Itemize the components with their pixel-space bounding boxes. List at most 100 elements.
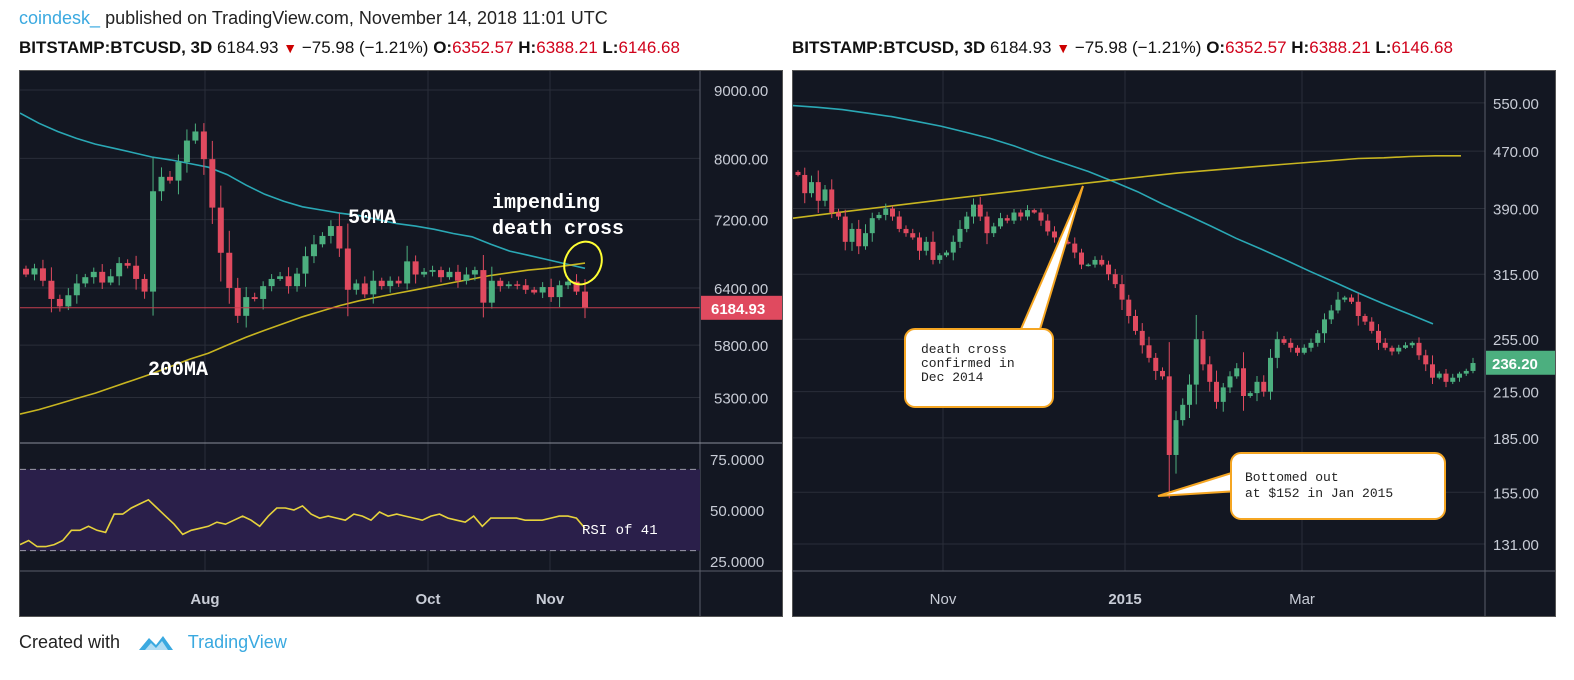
callout-death-cross [904, 328, 1054, 408]
candle-body [548, 287, 555, 298]
candle-body [1045, 220, 1051, 232]
candle-body [1450, 377, 1456, 382]
candle-body [1295, 347, 1300, 353]
candle-body [1031, 210, 1037, 213]
candle-body [1362, 315, 1368, 322]
candle-body [1025, 210, 1030, 217]
candle-body [1139, 330, 1145, 346]
candle-body [1376, 330, 1381, 343]
candle-body [1153, 357, 1159, 371]
candle-body [573, 281, 580, 292]
y-tick-label: 315.00 [1493, 267, 1539, 284]
tradingview-logo-icon [139, 636, 174, 651]
callout-death-cross-text: confirmed in [921, 356, 1015, 371]
candle-body [65, 295, 72, 307]
candle-body [1065, 241, 1071, 244]
candle-body [1335, 299, 1341, 311]
candle-body [1200, 339, 1206, 365]
candle-body [421, 271, 428, 275]
candle-body [802, 174, 808, 194]
candle-body [243, 297, 250, 316]
candle-body [1247, 393, 1253, 396]
candle-body [1180, 404, 1186, 421]
y-tick-label: 255.00 [1493, 332, 1539, 349]
candle-body [815, 182, 821, 201]
candle-body [1079, 252, 1084, 265]
candle-body [829, 189, 835, 213]
last-price-tag [1486, 350, 1555, 375]
candle-body [1112, 274, 1118, 285]
high-value: 6388.21 [1309, 38, 1371, 57]
candle-body [327, 226, 334, 236]
footer: Created with TradingView [19, 632, 287, 654]
ma50-line [793, 104, 1434, 325]
last-price-tag-label: 6184.93 [711, 301, 765, 318]
candle-body [1126, 299, 1132, 316]
y-tick-label: 470.00 [1493, 144, 1539, 161]
candle-body [822, 189, 828, 201]
last-price: 6184.93 [990, 38, 1052, 57]
open-value: 6352.57 [452, 38, 514, 57]
candle-body [497, 280, 504, 287]
callout-bottom-text: Bottomed out [1245, 470, 1339, 485]
down-arrow-icon: ▼ [283, 40, 298, 56]
candle-body [99, 271, 106, 283]
author-link[interactable]: coindesk_ [19, 8, 101, 28]
last-price: 6184.93 [217, 38, 279, 57]
candle-body [175, 162, 182, 181]
candle-body [23, 268, 29, 275]
tradingview-link[interactable]: TradingView [187, 632, 287, 652]
created-with-label: Created with [19, 632, 121, 652]
candle-body [463, 274, 470, 281]
candle-body [73, 283, 80, 296]
candle-body [1261, 381, 1267, 392]
candle-body [910, 233, 916, 238]
high-value: 6388.21 [536, 38, 598, 57]
rsi-label: RSI of 41 [582, 523, 658, 539]
y-tick-label: 215.00 [1493, 385, 1539, 402]
chart-header-right: BITSTAMP:BTCUSD, 3D 6184.93 ▼ −75.98 (−1… [792, 38, 1552, 58]
candle-body [991, 226, 997, 234]
candle-body [133, 265, 140, 279]
candle-body [234, 287, 241, 316]
rsi-tick-label: 25.0000 [710, 554, 764, 571]
annotation-impending: impending [492, 192, 600, 215]
candle-body [1308, 342, 1314, 348]
low-label: L: [602, 38, 619, 57]
candle-body [141, 278, 148, 292]
candle-body [158, 176, 165, 192]
annotation-200ma: 200MA [148, 359, 208, 382]
y-tick-label: 7200.00 [714, 213, 768, 230]
candle-body [344, 248, 351, 290]
y-tick-label: 390.00 [1493, 202, 1539, 219]
candle-body [1322, 319, 1327, 334]
candle-body [277, 276, 284, 279]
x-tick-label: Aug [190, 591, 219, 608]
candle-body [1133, 315, 1138, 331]
candle-body [539, 287, 546, 293]
candle-body [1389, 347, 1395, 352]
candle-body [166, 176, 173, 181]
last-price-tag [701, 295, 782, 320]
candle-body [937, 255, 943, 260]
candle-body [319, 235, 326, 245]
chart-panel-left[interactable]: 9000.00 8000.00 7200.00 6400.00 5800.00 5300.… [19, 70, 783, 617]
candle-body [1160, 370, 1165, 377]
candle-body [917, 237, 922, 251]
y-tick-label: 9000.00 [714, 83, 768, 100]
price-change: −75.98 (−1.21%) [301, 38, 429, 57]
candle-body [1085, 264, 1091, 267]
open-label: O: [433, 38, 453, 57]
candle-body [1234, 368, 1240, 377]
candle-body [217, 207, 224, 253]
callout-bottom-text: at $152 in Jan 2015 [1245, 486, 1393, 501]
chart-panel-right[interactable]: 550.00 470.00 390.00 315.00 255.00 215.00 185.… [792, 70, 1556, 617]
candle-body [1004, 218, 1010, 221]
candle-body [336, 226, 343, 249]
candle-body [1409, 342, 1415, 346]
candle-body [1207, 364, 1213, 382]
candle-body [116, 263, 123, 277]
candle-body [48, 280, 55, 299]
annotation-50ma: 50MA [348, 207, 396, 230]
candle-body [268, 278, 275, 287]
